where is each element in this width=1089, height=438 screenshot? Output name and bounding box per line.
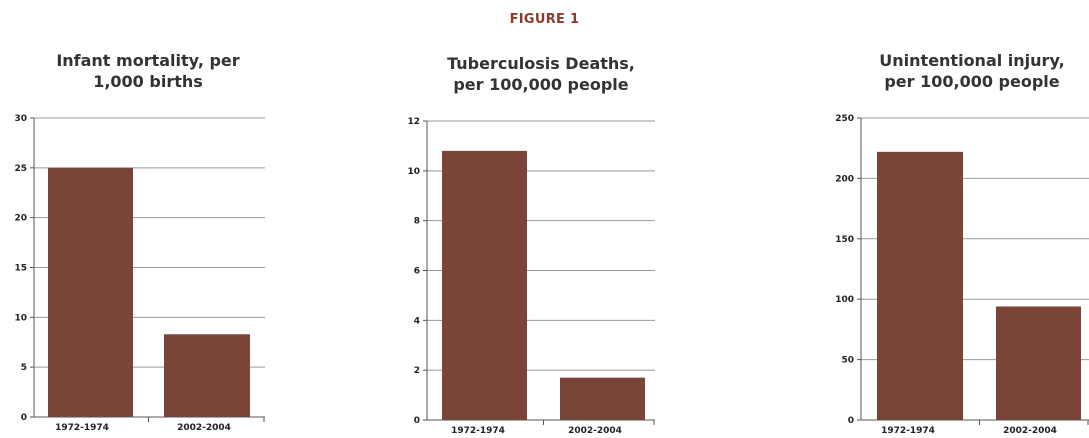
chart-unintentional-injury: Unintentional injury, per 100,000 people… (800, 0, 1089, 438)
bar-2002-2004 (164, 334, 250, 417)
x-category-label: 2002-2004 (568, 426, 622, 436)
chart-title-line-1: Tuberculosis Deaths, (447, 54, 635, 73)
y-tick-label: 2 (414, 366, 420, 376)
chart-title: Unintentional injury, per 100,000 people (822, 50, 1089, 92)
y-tick-label: 8 (414, 217, 420, 227)
chart-title-line-2: per 100,000 people (884, 72, 1060, 91)
y-tick-label: 10 (14, 313, 27, 323)
y-tick-label: 0 (848, 416, 854, 426)
y-tick-label: 0 (414, 416, 420, 426)
x-category-label: 2002-2004 (1003, 426, 1057, 436)
chart-title-line-2: per 100,000 people (453, 75, 629, 94)
y-tick-label: 25 (14, 164, 27, 174)
chart-infant-mortality: Infant mortality, per 1,000 births 0 5 10 1… (0, 0, 280, 438)
x-category-label: 1972-1974 (55, 423, 109, 433)
y-tick-label: 150 (835, 235, 854, 245)
chart-title: Infant mortality, per 1,000 births (0, 50, 298, 92)
bar-1972-1974 (877, 151, 963, 420)
chart-tuberculosis-deaths: Tuberculosis Deaths, per 100,000 people … (380, 0, 680, 438)
y-tick-label: 20 (14, 214, 27, 224)
y-tick-label: 50 (841, 356, 854, 366)
y-tick-label: 12 (407, 117, 420, 127)
chart-plot: 0 2 4 6 8 10 12 1972-1974 2002-2004 (407, 117, 655, 436)
bar-2002-2004 (996, 306, 1081, 420)
bar-1972-1974 (442, 150, 527, 420)
bar-1972-1974 (48, 167, 133, 417)
y-tick-label: 10 (407, 167, 420, 177)
chart-title-line-1: Unintentional injury, (879, 51, 1065, 70)
chart-plot: 0 5 10 15 20 25 30 1972-1974 2002-2004 (14, 114, 265, 433)
figure-title: FIGURE 1 (509, 12, 580, 27)
y-tick-label: 6 (414, 267, 420, 277)
y-tick-label: 0 (21, 413, 27, 423)
bar-2002-2004 (560, 377, 645, 420)
y-tick-label: 100 (835, 295, 854, 305)
chart-plot: 0 50 100 150 200 250 1972-1974 2002-2004 (835, 114, 1089, 436)
chart-title-line-2: 1,000 births (93, 72, 203, 91)
x-category-label: 2002-2004 (177, 423, 231, 433)
y-tick-label: 200 (835, 174, 854, 184)
y-tick-label: 30 (14, 114, 27, 124)
x-category-label: 1972-1974 (881, 426, 935, 436)
y-tick-label: 4 (414, 316, 420, 326)
x-category-label: 1972-1974 (451, 426, 505, 436)
y-tick-label: 250 (835, 114, 854, 124)
chart-title-line-1: Infant mortality, per (56, 51, 240, 70)
y-tick-label: 5 (21, 363, 27, 373)
y-tick-label: 15 (14, 264, 27, 274)
chart-title: Tuberculosis Deaths, per 100,000 people (391, 53, 691, 95)
